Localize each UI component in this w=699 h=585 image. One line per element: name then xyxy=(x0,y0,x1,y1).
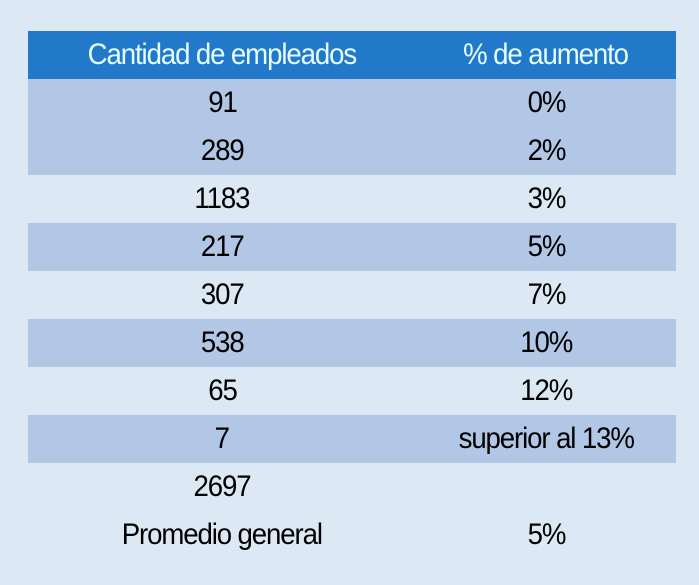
table-row: 65 12% xyxy=(28,367,676,415)
employees-cell: 91 xyxy=(207,86,238,119)
table-row: 289 2% xyxy=(28,127,676,175)
table-row: 307 7% xyxy=(28,271,676,319)
table-row: 538 10% xyxy=(28,319,676,367)
table-row: 217 5% xyxy=(28,223,676,271)
raise-cell: 0% xyxy=(527,86,566,119)
raise-cell: 7% xyxy=(527,278,566,311)
table-row: 7 superior al 13% xyxy=(28,415,676,463)
table-row: 91 0% xyxy=(28,79,676,127)
raise-cell: 10% xyxy=(520,326,573,359)
raise-cell: 5% xyxy=(527,230,566,263)
total-row: 2697 xyxy=(28,463,676,511)
header-raise: % de aumento xyxy=(463,38,630,71)
employees-cell: 7 xyxy=(214,422,230,455)
raise-cell: superior al 13% xyxy=(458,422,634,455)
raise-table: Cantidad de empleados % de aumento 91 0% 2… xyxy=(28,31,676,559)
table-row: 1183 3% xyxy=(28,175,676,223)
table-header: Cantidad de empleados % de aumento xyxy=(28,31,676,79)
raise-cell: 12% xyxy=(520,374,573,407)
raise-cell: 2% xyxy=(527,134,566,167)
header-employees: Cantidad de empleados xyxy=(87,38,357,71)
employees-cell: 289 xyxy=(200,134,245,167)
total-employees: 2697 xyxy=(193,470,251,503)
employees-cell: 65 xyxy=(207,374,238,407)
employees-cell: 1183 xyxy=(194,182,251,215)
raise-cell: 3% xyxy=(527,182,566,215)
average-row: Promedio general 5% xyxy=(28,511,676,559)
average-label: Promedio general xyxy=(121,518,323,551)
employees-cell: 217 xyxy=(200,230,245,263)
employees-cell: 307 xyxy=(200,278,245,311)
average-value: 5% xyxy=(527,518,566,551)
employees-cell: 538 xyxy=(200,326,245,359)
